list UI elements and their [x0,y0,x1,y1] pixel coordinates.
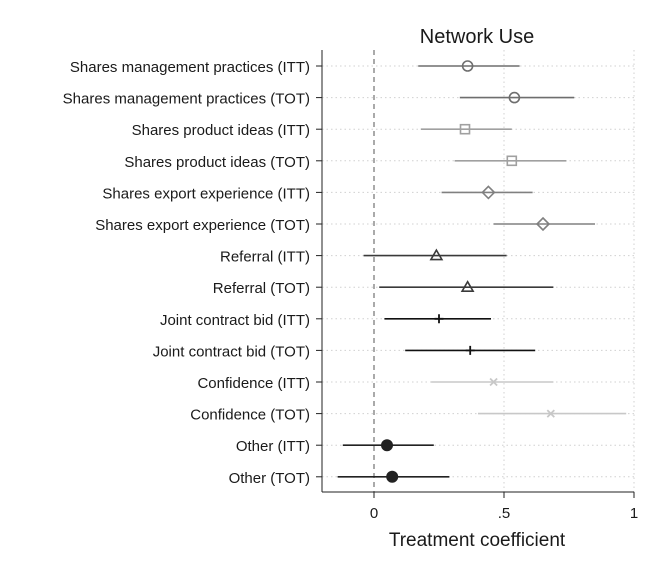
chart-title: Network Use [420,26,534,48]
point-marker [465,345,475,355]
x-tick-label: .5 [498,505,511,522]
point-marker [461,60,474,72]
y-tick-label: Shares export experience (TOT) [95,217,310,234]
point-marker [481,185,496,200]
grid-lines [322,50,635,492]
y-tick-label: Shares management practices (ITT) [70,59,310,76]
y-tick-label: Joint contract bid (TOT) [153,343,310,360]
point-marker [459,123,471,135]
point-marker [506,155,518,167]
point-marker [535,216,551,232]
x-tick-label: 0 [370,505,378,522]
point-marker [546,409,555,418]
point-marker [434,314,444,324]
y-tick-label: Joint contract bid (ITT) [160,312,310,329]
point-marker [460,280,475,293]
x-axis-label: Treatment coefficient [389,530,566,551]
point-marker [489,377,498,387]
axes: Shares management practices (ITT) Shares … [63,50,638,522]
y-tick-label: Shares export experience (ITT) [102,185,310,202]
y-tick-label: Shares management practices (TOT) [63,91,310,108]
y-tick-label: Referral (ITT) [220,249,310,266]
point-marker [429,248,444,261]
point-marker [381,439,393,452]
x-tick-label: 1 [630,505,638,522]
data-marks [337,60,627,483]
y-tick-label: Shares product ideas (TOT) [124,154,310,171]
point-marker [508,91,521,104]
y-tick-label: Other (ITT) [236,438,310,455]
y-tick-label: Confidence (ITT) [197,375,310,392]
y-tick-label: Other (TOT) [229,470,310,487]
point-marker [386,470,399,483]
y-tick-label: Referral (TOT) [213,280,310,297]
y-tick-label: Shares product ideas (ITT) [132,122,310,139]
y-tick-label: Confidence (TOT) [190,407,310,424]
